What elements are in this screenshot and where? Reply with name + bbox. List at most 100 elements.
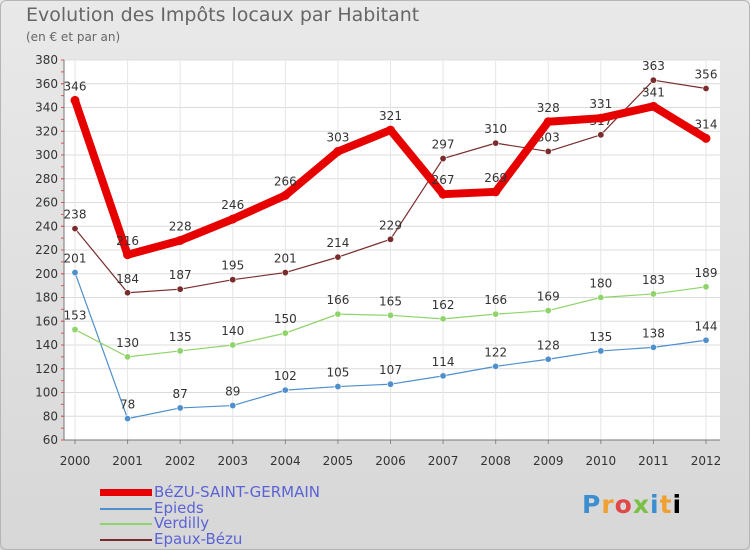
x-tick-label: 2006 — [375, 454, 406, 468]
data-label: 346 — [64, 79, 87, 93]
data-label: 184 — [116, 272, 139, 286]
data-point — [124, 353, 132, 361]
data-label: 356 — [695, 68, 718, 82]
y-tick-label: 140 — [35, 338, 58, 352]
x-tick-label: 2001 — [112, 454, 143, 468]
data-label: 78 — [120, 398, 135, 412]
data-point — [71, 225, 79, 233]
proxiti-logo: Proxiti — [582, 490, 682, 519]
data-point — [386, 235, 394, 243]
legend-label: Epieds — [154, 498, 204, 517]
data-label: 135 — [589, 330, 612, 344]
legend-swatch — [100, 489, 152, 496]
data-label: 266 — [274, 174, 297, 188]
logo-letter: o — [614, 490, 633, 519]
data-label: 228 — [169, 220, 192, 234]
data-point — [229, 402, 237, 410]
legend-label: Verdilly — [154, 514, 210, 532]
logo-letter: i — [650, 490, 660, 519]
data-point — [334, 253, 342, 261]
data-point — [597, 293, 605, 301]
data-point — [386, 125, 395, 135]
y-tick-label: 320 — [35, 124, 58, 138]
data-label: 310 — [484, 122, 507, 136]
data-point — [280, 190, 290, 200]
data-label: 166 — [484, 293, 507, 307]
data-label: 297 — [432, 138, 455, 152]
data-label: 166 — [326, 293, 349, 307]
data-label: 303 — [326, 130, 349, 144]
y-tick-label: 340 — [35, 101, 58, 115]
data-point — [649, 76, 657, 84]
logo-letter: P — [582, 490, 602, 519]
data-point — [281, 386, 289, 394]
data-point — [123, 250, 133, 260]
x-tick-label: 2010 — [586, 454, 617, 468]
data-label: 246 — [221, 198, 244, 212]
data-label: 363 — [642, 59, 665, 73]
data-point — [439, 155, 447, 163]
data-label: 321 — [379, 109, 402, 123]
chart-subtitle: (en € et par an) — [26, 30, 121, 44]
data-label: 135 — [169, 330, 192, 344]
y-tick-label: 180 — [35, 291, 58, 305]
data-label: 87 — [173, 387, 188, 401]
data-label: 341 — [642, 85, 665, 99]
data-label: 331 — [589, 97, 612, 111]
legend-label: Epaux-Bézu — [154, 529, 243, 548]
data-point — [71, 326, 79, 334]
data-label: 201 — [64, 252, 87, 266]
logo-letter: i — [672, 490, 683, 519]
data-point — [176, 404, 184, 412]
x-tick-label: 2000 — [60, 454, 91, 468]
x-tick-label: 2008 — [480, 454, 511, 468]
data-label: 229 — [379, 218, 402, 232]
data-label: 102 — [274, 369, 297, 383]
data-label: 162 — [432, 298, 455, 312]
data-label: 314 — [695, 117, 718, 131]
data-label: 183 — [642, 273, 665, 287]
data-label: 189 — [695, 266, 718, 280]
y-tick-label: 380 — [35, 53, 58, 67]
chart-title: Evolution des Impôts locaux par Habitant — [26, 4, 420, 26]
data-point — [333, 146, 343, 156]
data-label: 138 — [642, 326, 665, 340]
y-tick-label: 240 — [35, 219, 58, 233]
data-point — [702, 85, 710, 93]
y-tick-label: 360 — [35, 77, 58, 91]
data-label: 107 — [379, 363, 402, 377]
data-point — [492, 139, 500, 147]
logo-letter: r — [601, 490, 615, 519]
x-tick-label: 2002 — [165, 454, 196, 468]
legend-swatch — [100, 538, 152, 541]
data-point — [648, 101, 658, 111]
data-point — [596, 113, 606, 123]
data-point — [649, 343, 657, 351]
data-label: 269 — [484, 171, 507, 185]
data-point — [175, 236, 185, 245]
data-label: 169 — [537, 290, 560, 304]
data-label: 140 — [221, 324, 244, 338]
data-point — [702, 336, 710, 344]
y-tick-label: 80 — [43, 409, 58, 423]
data-point — [229, 341, 237, 349]
data-label: 128 — [537, 338, 560, 352]
data-label: 201 — [274, 252, 297, 266]
y-tick-label: 260 — [35, 196, 58, 210]
x-tick-label: 2009 — [533, 454, 564, 468]
data-point — [229, 276, 237, 284]
data-label: 267 — [432, 173, 455, 187]
x-tick-label: 2003 — [217, 454, 248, 468]
logo-letter: t — [659, 490, 673, 519]
y-tick-label: 100 — [35, 386, 58, 400]
data-point — [597, 131, 605, 139]
data-label: 122 — [484, 345, 507, 359]
x-tick-label: 2011 — [638, 454, 669, 468]
data-label: 195 — [221, 259, 244, 273]
legend-swatch — [100, 523, 152, 525]
data-label: 328 — [537, 101, 560, 115]
data-point — [386, 311, 394, 319]
data-point — [228, 214, 238, 224]
x-tick-label: 2012 — [691, 454, 722, 468]
